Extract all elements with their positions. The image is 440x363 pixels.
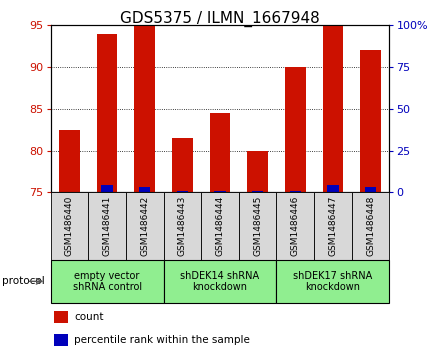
Bar <box>101 185 113 192</box>
Bar <box>239 192 276 260</box>
Bar <box>214 191 226 192</box>
Bar <box>134 25 155 192</box>
Bar <box>285 67 306 192</box>
Text: empty vector
shRNA control: empty vector shRNA control <box>73 270 142 292</box>
Bar <box>139 187 150 192</box>
Bar <box>59 130 80 192</box>
Text: GSM1486445: GSM1486445 <box>253 196 262 256</box>
Bar <box>360 50 381 192</box>
Text: shDEK14 shRNA
knockdown: shDEK14 shRNA knockdown <box>180 270 260 292</box>
Bar <box>51 260 164 303</box>
Text: percentile rank within the sample: percentile rank within the sample <box>74 335 250 345</box>
Bar <box>172 138 193 192</box>
Text: GSM1486447: GSM1486447 <box>328 196 337 256</box>
Text: count: count <box>74 312 104 322</box>
Bar <box>97 34 117 192</box>
Bar <box>327 185 339 192</box>
Text: GSM1486440: GSM1486440 <box>65 196 74 256</box>
Bar <box>54 334 68 346</box>
Text: GSM1486443: GSM1486443 <box>178 196 187 256</box>
Text: GSM1486446: GSM1486446 <box>291 196 300 256</box>
Bar <box>88 192 126 260</box>
Bar <box>201 192 239 260</box>
Text: GSM1486442: GSM1486442 <box>140 196 149 256</box>
Bar <box>276 192 314 260</box>
Bar <box>276 260 389 303</box>
Bar <box>51 192 88 260</box>
Text: GDS5375 / ILMN_1667948: GDS5375 / ILMN_1667948 <box>120 11 320 27</box>
Bar <box>323 25 343 192</box>
Text: GSM1486444: GSM1486444 <box>216 196 224 256</box>
Bar <box>164 192 201 260</box>
Bar <box>177 191 188 192</box>
Bar <box>290 191 301 192</box>
Bar <box>164 260 276 303</box>
Bar <box>314 192 352 260</box>
Text: shDEK17 shRNA
knockdown: shDEK17 shRNA knockdown <box>293 270 373 292</box>
Text: GSM1486441: GSM1486441 <box>103 196 112 256</box>
Bar <box>365 187 376 192</box>
Bar <box>209 113 231 192</box>
Bar <box>54 311 68 323</box>
Bar <box>352 192 389 260</box>
Bar <box>126 192 164 260</box>
Text: protocol: protocol <box>2 276 45 286</box>
Bar <box>247 151 268 192</box>
Text: GSM1486448: GSM1486448 <box>366 196 375 256</box>
Bar <box>252 191 263 192</box>
